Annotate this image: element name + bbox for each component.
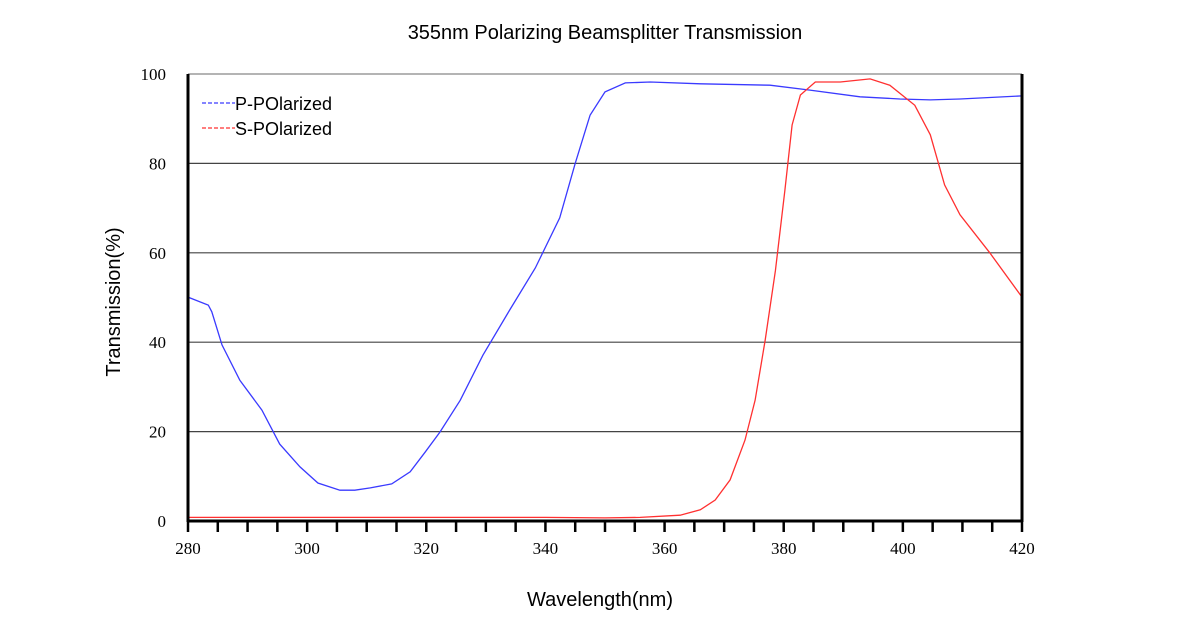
x-tick-label: 420 (1009, 539, 1035, 558)
y-tick-label: 100 (141, 65, 167, 84)
x-tick-label: 280 (175, 539, 201, 558)
y-tick-label: 60 (149, 244, 166, 263)
y-tick-label: 0 (158, 512, 167, 531)
x-tick-label: 340 (533, 539, 559, 558)
legend-label: S-POlarized (235, 119, 332, 139)
y-tick-label: 80 (149, 154, 166, 173)
series-line-s-polarized (188, 78, 1023, 519)
series-line-p-polarized (187, 81, 1023, 491)
x-tick-label: 300 (294, 539, 320, 558)
x-tick-label: 320 (414, 539, 440, 558)
x-tick-label: 360 (652, 539, 678, 558)
y-tick-label: 40 (149, 333, 166, 352)
chart-title: 355nm Polarizing Beamsplitter Transmissi… (408, 22, 803, 44)
y-tick-label: 20 (149, 423, 166, 442)
x-tick-label: 400 (890, 539, 916, 558)
legend-label: P-POlarized (235, 94, 332, 114)
x-axis-label: Wavelength(nm) (527, 589, 673, 611)
x-tick-label: 380 (771, 539, 797, 558)
y-axis-label: Transmission(%) (103, 227, 125, 376)
